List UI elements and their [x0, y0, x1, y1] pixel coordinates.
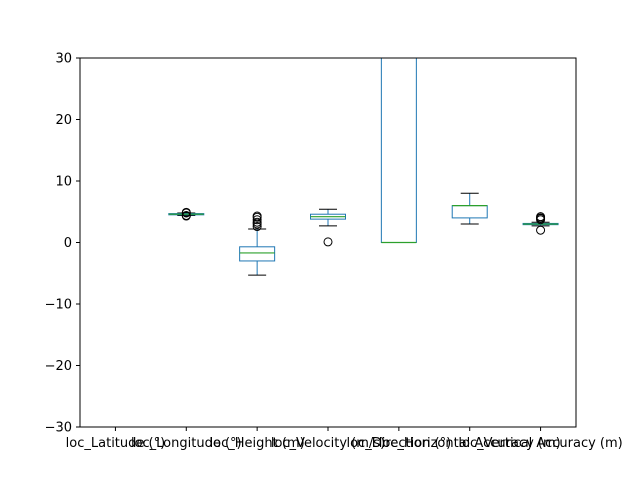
outlier-point	[252, 222, 262, 232]
y-tick-label: −30	[45, 421, 72, 436]
y-tick-label: 10	[55, 175, 72, 190]
x-axis: loc_Latitude (°)loc_Longitude (°)loc_Hei…	[66, 427, 623, 451]
y-tick-label: 20	[55, 113, 72, 128]
x-tick-label: loc_Velocity (m/s)	[271, 436, 385, 451]
box-group	[168, 207, 205, 221]
outlier-point	[323, 237, 333, 247]
box-iqr	[239, 246, 276, 262]
x-tick-label: loc_Height (m)	[210, 436, 305, 451]
outlier-point	[252, 217, 262, 227]
x-tick-label: loc_Vertical Accuracy (m)	[458, 436, 622, 451]
outlier-point	[536, 225, 546, 235]
y-tick-label: −10	[45, 298, 72, 313]
x-tick-label: loc_Horizontal Accuracy (m)	[379, 436, 561, 451]
y-tick-label: 30	[55, 52, 72, 67]
outlier-point	[252, 215, 262, 225]
y-tick-label: 0	[64, 236, 72, 251]
box-group	[310, 208, 346, 247]
y-axis: −30 −20 −10 0 10 20 30	[45, 52, 80, 436]
x-tick-label: loc_Latitude (°)	[66, 436, 166, 451]
outlier-point	[181, 207, 191, 217]
outlier-point	[252, 211, 262, 221]
box-group	[522, 212, 559, 235]
x-tick-label: loc_Longitude (°)	[131, 436, 242, 451]
outlier-point	[536, 212, 546, 222]
axes-frame	[79, 57, 577, 428]
box-group	[451, 192, 488, 225]
box-group	[239, 211, 276, 276]
y-tick-label: −20	[45, 359, 72, 374]
outlier-point	[181, 210, 191, 220]
x-tick-label: loc_Direction (°)	[346, 436, 451, 451]
